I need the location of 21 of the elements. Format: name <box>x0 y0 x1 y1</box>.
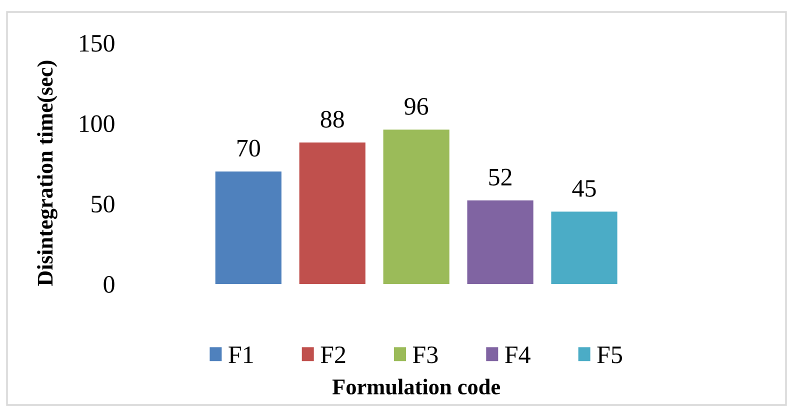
legend-label: F4 <box>505 346 530 364</box>
data-label: 96 <box>404 98 428 115</box>
y-tick-label: 0 <box>104 276 114 293</box>
legend-label: F2 <box>320 346 346 364</box>
data-label: 70 <box>238 140 260 157</box>
bar <box>299 142 366 284</box>
data-label: 88 <box>320 110 344 128</box>
y-tick-label: 50 <box>92 196 114 213</box>
legend-label: F1 <box>228 346 253 364</box>
y-tick-label: 150 <box>80 34 114 52</box>
x-axis-title: Formulation code <box>332 378 500 394</box>
bar <box>383 130 450 284</box>
bar <box>551 212 618 284</box>
bar <box>467 200 534 284</box>
bar <box>215 171 282 284</box>
y-tick-label: 100 <box>80 115 114 132</box>
data-label: 52 <box>489 168 512 186</box>
legend-label: F3 <box>412 346 438 364</box>
data-label: 45 <box>572 180 596 197</box>
legend-label: F5 <box>597 346 622 364</box>
y-axis-title: Disintegration time(sec) <box>37 60 58 286</box>
